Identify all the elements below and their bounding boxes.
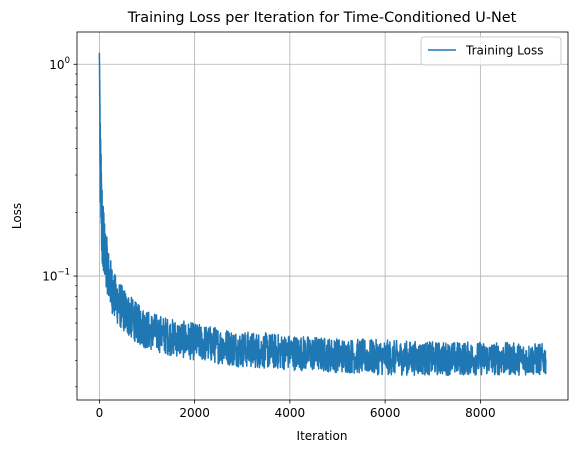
axis-ticks: 0 2000 4000 6000 8000 10−1 100: [42, 56, 495, 420]
plot-area-frame: [76, 31, 569, 401]
legend-box: [420, 36, 562, 66]
x-tick-label: 8000: [465, 406, 496, 420]
x-tick-label: 6000: [370, 406, 401, 420]
x-axis-label: Iteration: [297, 429, 348, 443]
x-tick-label: 0: [96, 406, 104, 420]
chart-title: Training Loss per Iteration for Time-Con…: [127, 10, 517, 26]
legend-label-training-loss: Training Loss: [465, 44, 543, 58]
y-axis-label: Loss: [10, 203, 24, 229]
y-tick-label: 100: [49, 56, 70, 72]
x-tick-label: 4000: [275, 406, 306, 420]
chart-legend: Training Loss: [420, 36, 562, 66]
series-line-training-loss: [98, 52, 547, 377]
grid-lines: [77, 32, 568, 400]
x-tick-label: 2000: [179, 406, 210, 420]
y-tick-label: 10−1: [42, 268, 70, 284]
series-layer: [98, 52, 547, 377]
